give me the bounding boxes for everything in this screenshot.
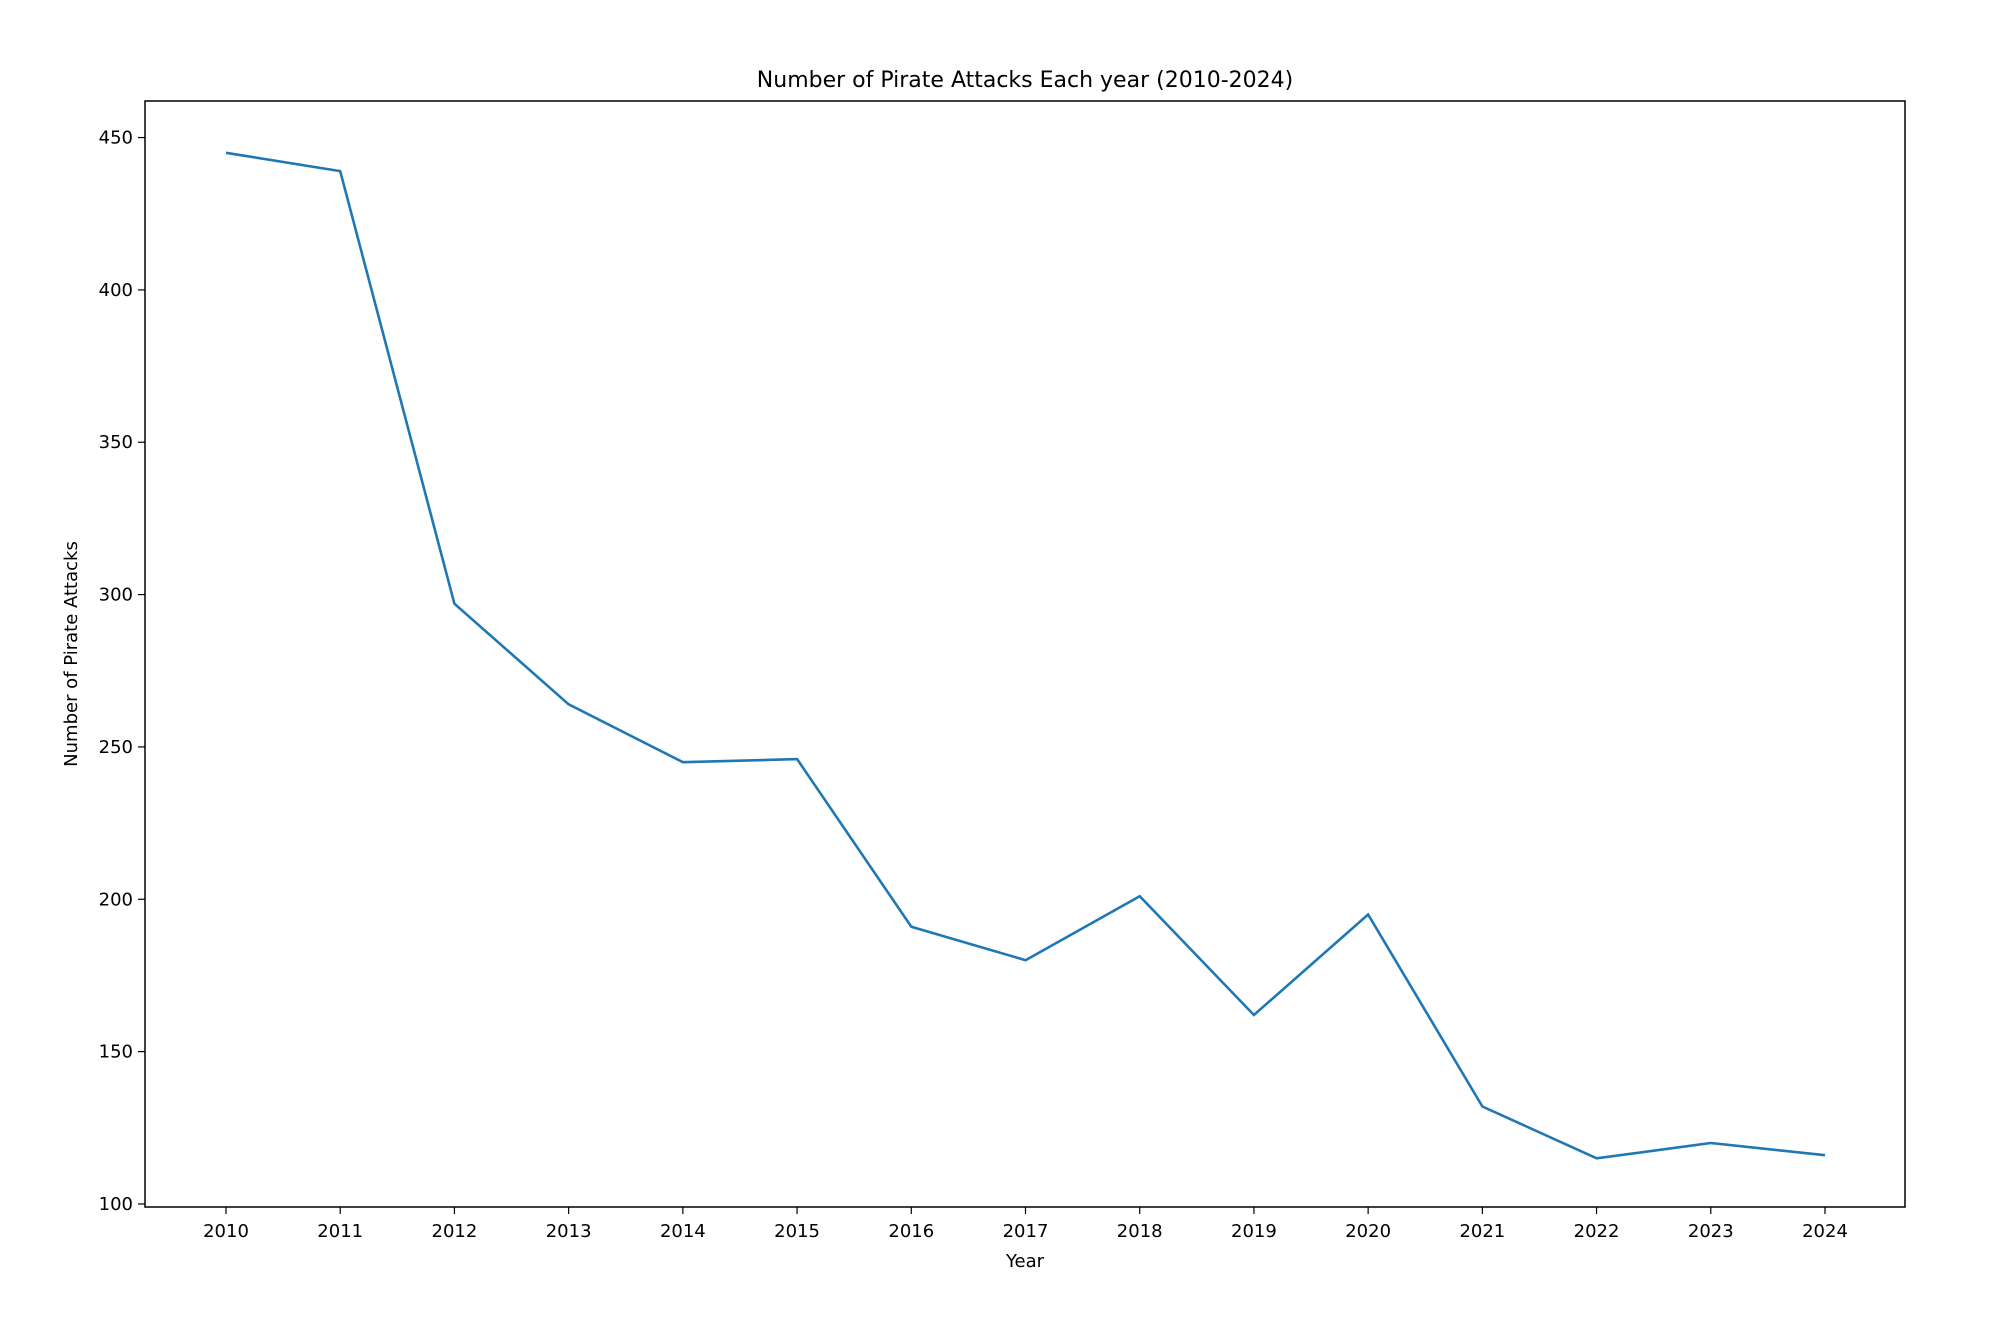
x-tick-label: 2014	[660, 1221, 706, 1242]
x-axis-label: Year	[1005, 1251, 1045, 1272]
y-axis-label: Number of Pirate Attacks	[61, 541, 82, 767]
y-tick-label: 200	[99, 889, 133, 910]
x-tick-label: 2015	[774, 1221, 820, 1242]
y-tick-label: 300	[99, 585, 133, 606]
x-tick-label: 2023	[1688, 1221, 1734, 1242]
x-tick-label: 2012	[432, 1221, 478, 1242]
y-tick-label: 100	[99, 1194, 133, 1215]
y-tick-label: 400	[99, 280, 133, 301]
x-tick-label: 2017	[1003, 1221, 1049, 1242]
x-tick-label: 2022	[1574, 1221, 1620, 1242]
x-tick-label: 2019	[1231, 1221, 1277, 1242]
x-tick-label: 2013	[546, 1221, 592, 1242]
plot-area: 2010 2011 2012 2013 2014 2015 2016 2017 2018 2019…	[99, 128, 1848, 1242]
x-tick-label: 2018	[1117, 1221, 1163, 1242]
x-tick-label: 2021	[1459, 1221, 1505, 1242]
y-tick-label: 450	[99, 128, 133, 149]
x-tick-label: 2010	[203, 1221, 249, 1242]
x-tick-label: 2011	[317, 1221, 363, 1242]
x-tick-label: 2020	[1345, 1221, 1391, 1242]
x-tick-label: 2016	[888, 1221, 934, 1242]
y-tick-label: 150	[99, 1042, 133, 1063]
series-line	[225, 151, 1826, 1160]
chart-title: Number of Pirate Attacks Each year (2010…	[757, 68, 1293, 93]
y-tick-label: 350	[99, 432, 133, 453]
x-tick-label: 2024	[1802, 1221, 1848, 1242]
plot-frame	[144, 100, 1906, 1208]
y-tick-label: 250	[99, 737, 133, 758]
